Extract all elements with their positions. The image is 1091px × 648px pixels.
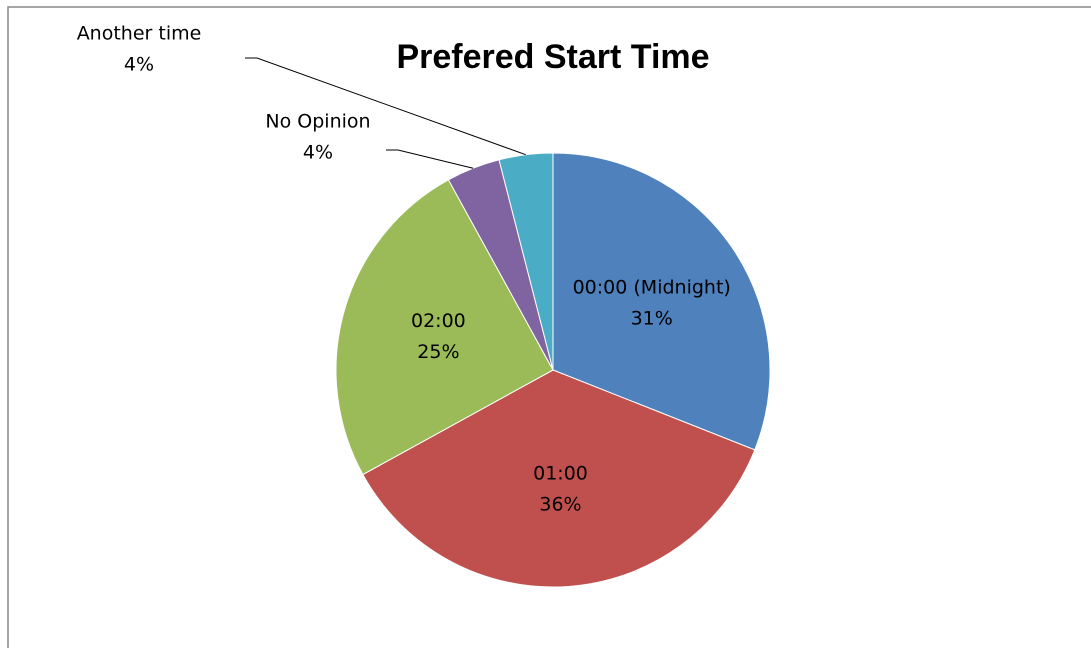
- category-label: 00:00 (Midnight): [573, 276, 731, 298]
- pie-slice: [362, 369, 756, 588]
- leader-line: [386, 149, 474, 169]
- category-label: 02:00: [411, 310, 466, 332]
- value-label: 25%: [417, 341, 459, 363]
- value-label: 4%: [303, 142, 333, 164]
- category-label: Another time: [77, 23, 202, 45]
- leader-line: [245, 57, 526, 156]
- pie-slice: [335, 179, 554, 476]
- pie-slice: [552, 152, 771, 451]
- value-label: 36%: [539, 494, 581, 516]
- category-label: No Opinion: [265, 111, 370, 133]
- category-label: 01:00: [533, 463, 588, 485]
- value-label: 4%: [124, 54, 154, 76]
- chart-title: Prefered Start Time: [396, 38, 709, 76]
- pie-slice: [498, 152, 554, 371]
- value-label: 31%: [631, 307, 673, 329]
